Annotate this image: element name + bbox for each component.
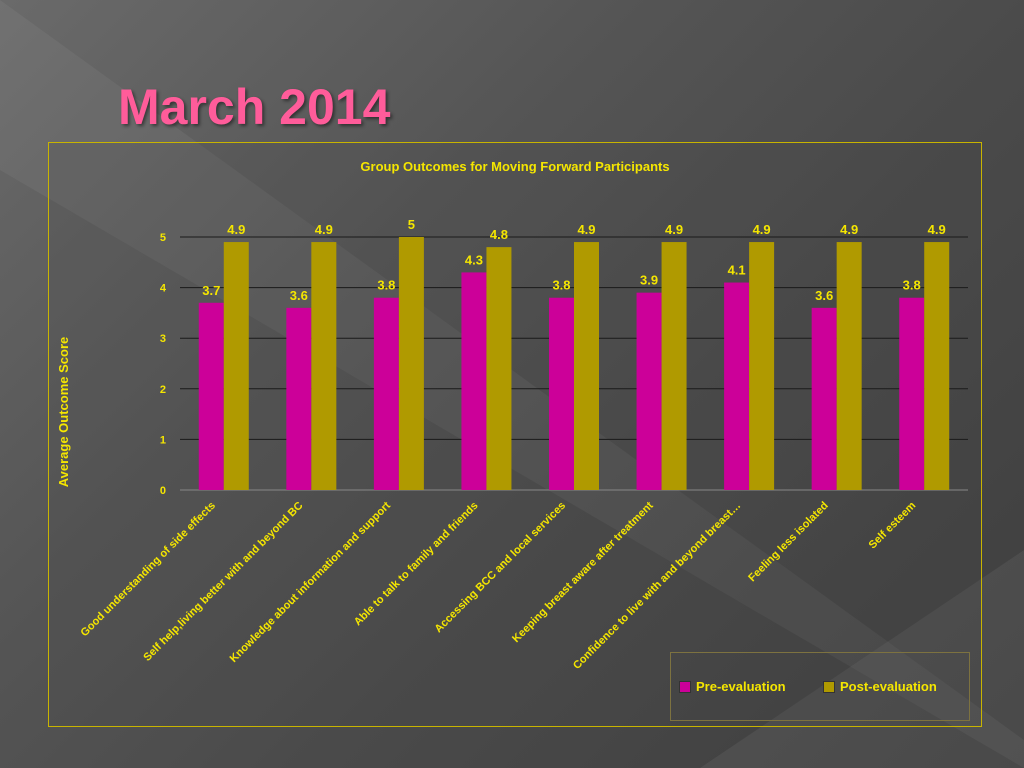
- data-label: 3.6: [815, 288, 833, 303]
- legend-item-post: Post-evaluation: [823, 679, 937, 694]
- slide-title: March 2014: [118, 79, 391, 135]
- data-label: 4.9: [315, 222, 333, 237]
- bar-pre-evaluation: [811, 307, 837, 490]
- bar-post-evaluation: [223, 242, 249, 490]
- bar-post-evaluation: [486, 247, 512, 490]
- data-label: 3.8: [903, 278, 921, 293]
- bar-post-evaluation: [574, 242, 599, 490]
- data-labels: 3.7 4.9 3.6 4.9 3.8 5 4.3 4.8 3.8 4.9 3.9 4.9 4.1 4.9…: [202, 217, 946, 303]
- bar-pre-evaluation: [373, 297, 399, 490]
- y-tick-label: 4: [160, 283, 167, 295]
- bar-post-evaluation: [661, 242, 687, 490]
- data-label: 4.8: [490, 227, 508, 242]
- x-tick-label: Self help,living better with and beyond …: [141, 500, 305, 664]
- data-label: 3.6: [290, 288, 308, 303]
- bar-post-evaluation: [924, 242, 950, 490]
- legend-item-pre: Pre-evaluation: [679, 679, 786, 694]
- bars: [198, 237, 950, 490]
- legend-label-pre: Pre-evaluation: [696, 679, 786, 694]
- bar-pre-evaluation: [636, 292, 662, 490]
- data-label: 4.9: [928, 222, 946, 237]
- bar-post-evaluation: [311, 242, 337, 490]
- y-tick-label: 5: [160, 232, 166, 244]
- bar-pre-evaluation: [724, 282, 750, 490]
- x-tick-label: Knowledge about information and support: [228, 499, 394, 665]
- y-tick-label: 2: [160, 384, 166, 396]
- legend-swatch-post: [823, 680, 835, 693]
- y-tick-labels: 0 1 2 3 4 5: [160, 232, 167, 497]
- bar-pre-evaluation: [899, 297, 925, 490]
- legend-label-post: Post-evaluation: [840, 679, 937, 694]
- x-tick-label: Keeping breast aware after treatment: [510, 499, 656, 645]
- bar-pre-evaluation: [198, 302, 224, 490]
- y-tick-label: 0: [160, 485, 166, 497]
- y-axis-label: Average Outcome Score: [56, 337, 71, 488]
- bar-pre-evaluation: [549, 297, 574, 490]
- bar-post-evaluation: [398, 237, 424, 490]
- legend-swatch-pre: [679, 680, 691, 693]
- data-label: 4.9: [665, 222, 683, 237]
- x-tick-label: Good understanding of side effects: [78, 500, 217, 639]
- bar-post-evaluation: [836, 242, 862, 490]
- data-label: 4.3: [465, 252, 483, 267]
- data-label: 5: [408, 217, 415, 232]
- chart-title: Group Outcomes for Moving Forward Partic…: [360, 159, 669, 174]
- data-label: 4.9: [753, 222, 771, 237]
- data-label: 3.8: [552, 278, 570, 293]
- data-label: 3.7: [202, 283, 220, 298]
- bar-pre-evaluation: [461, 272, 487, 490]
- legend: Pre-evaluation Post-evaluation: [670, 652, 970, 721]
- bar-post-evaluation: [749, 242, 775, 490]
- data-label: 4.9: [577, 222, 595, 237]
- y-tick-label: 3: [160, 333, 166, 345]
- y-tick-label: 1: [160, 434, 166, 446]
- data-label: 3.9: [640, 273, 658, 288]
- x-tick-label: Self esteem: [867, 499, 919, 551]
- x-tick-label: Feeling less isolated: [746, 500, 831, 585]
- data-label: 4.9: [840, 222, 858, 237]
- data-label: 4.1: [728, 263, 746, 278]
- bar-pre-evaluation: [286, 307, 312, 490]
- x-tick-label: Confidence to live with and beyond breas…: [571, 500, 743, 672]
- data-label: 3.8: [377, 278, 395, 293]
- data-label: 4.9: [227, 222, 245, 237]
